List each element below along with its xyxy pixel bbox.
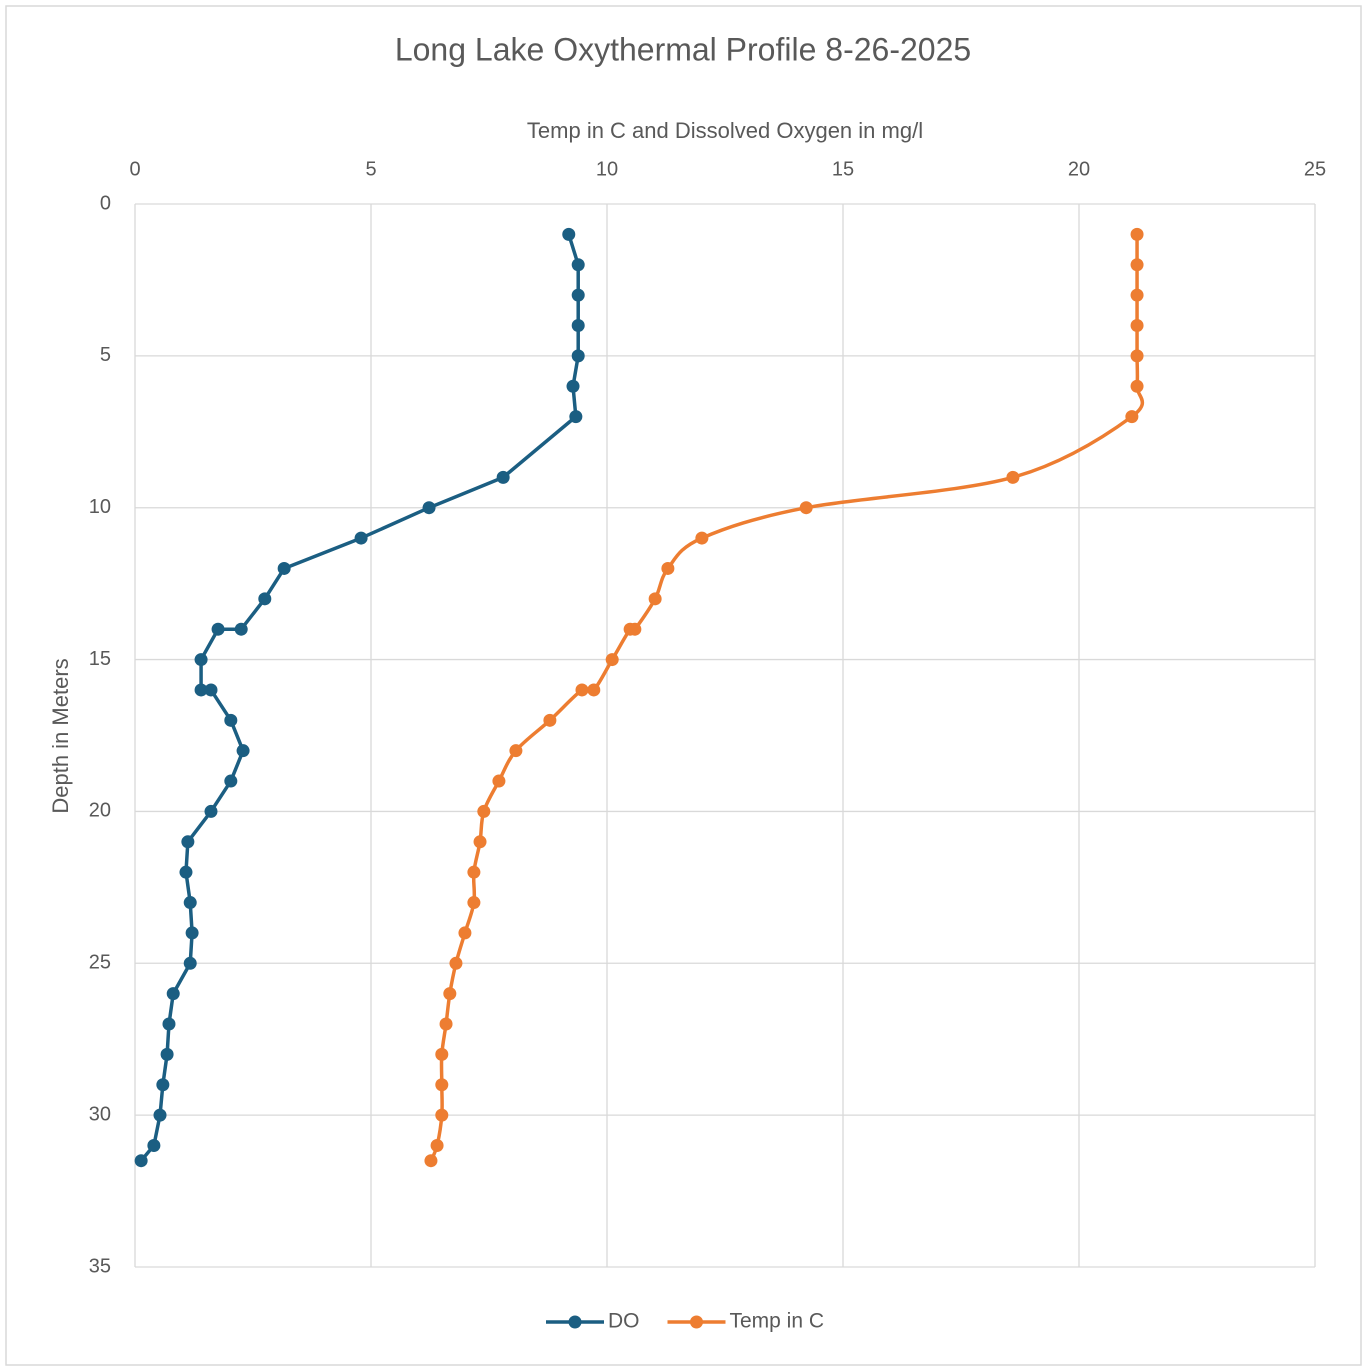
data-point — [575, 683, 589, 697]
legend-marker — [690, 1315, 703, 1329]
data-point — [439, 1017, 453, 1031]
data-point — [183, 896, 197, 910]
data-point — [587, 683, 601, 697]
data-point — [435, 1108, 449, 1122]
y-axis-title: Depth in Meters — [48, 658, 73, 813]
data-point — [166, 987, 180, 1001]
y-tick-label: 10 — [89, 496, 111, 518]
data-point — [569, 410, 583, 424]
data-point — [496, 470, 510, 484]
data-point — [181, 835, 195, 849]
data-point — [236, 744, 250, 758]
data-point — [1125, 410, 1139, 424]
data-point — [1130, 379, 1144, 393]
data-point — [477, 804, 491, 818]
data-point — [799, 501, 813, 515]
data-point — [449, 956, 463, 970]
x-axis-title: Temp in C and Dissolved Oxygen in mg/l — [527, 118, 923, 143]
data-point — [147, 1139, 161, 1153]
x-tick-label: 10 — [596, 158, 618, 180]
data-point — [623, 622, 637, 636]
data-point — [605, 653, 619, 667]
data-point — [648, 592, 662, 606]
data-point — [153, 1108, 167, 1122]
x-tick-label: 15 — [832, 158, 854, 180]
data-point — [277, 561, 291, 575]
data-point — [509, 744, 523, 758]
data-point — [473, 835, 487, 849]
data-point — [566, 379, 580, 393]
data-point — [1006, 470, 1020, 484]
data-point — [1130, 227, 1144, 241]
data-point — [492, 774, 506, 788]
data-point — [430, 1139, 444, 1153]
data-point — [424, 1154, 438, 1168]
data-point — [695, 531, 709, 545]
data-point — [422, 501, 436, 515]
data-point — [194, 683, 208, 697]
data-point — [571, 288, 585, 302]
x-tick-label: 5 — [365, 158, 376, 180]
y-tick-label: 35 — [89, 1255, 111, 1277]
data-point — [1130, 288, 1144, 302]
legend-marker — [568, 1315, 582, 1329]
chart-title: Long Lake Oxythermal Profile 8-26-2025 — [395, 31, 971, 67]
data-point — [1130, 318, 1144, 332]
data-point — [179, 865, 193, 879]
y-tick-label: 25 — [89, 952, 111, 974]
data-point — [204, 683, 218, 697]
data-point — [160, 1047, 174, 1061]
data-point — [258, 592, 272, 606]
data-point — [204, 804, 218, 818]
data-point — [224, 713, 238, 727]
data-point — [443, 987, 457, 1001]
data-point — [661, 561, 675, 575]
data-point — [571, 318, 585, 332]
data-point — [234, 622, 248, 636]
data-point — [467, 896, 481, 910]
data-point — [458, 926, 472, 940]
data-point — [185, 926, 199, 940]
data-point — [183, 956, 197, 970]
y-tick-label: 30 — [89, 1103, 111, 1125]
x-tick-label: 0 — [129, 158, 140, 180]
data-point — [571, 349, 585, 363]
data-point — [435, 1078, 449, 1092]
data-point — [571, 258, 585, 272]
y-tick-label: 20 — [89, 800, 111, 822]
data-point — [156, 1078, 170, 1092]
data-point — [134, 1154, 148, 1168]
y-tick-label: 15 — [89, 648, 111, 670]
data-point — [543, 713, 557, 727]
data-point — [211, 622, 225, 636]
x-tick-label: 25 — [1304, 158, 1326, 180]
data-point — [1130, 258, 1144, 272]
x-tick-label: 20 — [1068, 158, 1090, 180]
data-point — [562, 227, 576, 241]
y-tick-label: 0 — [100, 192, 111, 214]
legend-label: Temp in C — [730, 1310, 825, 1333]
data-point — [194, 653, 208, 667]
data-point — [354, 531, 368, 545]
legend-label: DO — [608, 1310, 640, 1333]
data-point — [162, 1017, 176, 1031]
data-point — [467, 865, 481, 879]
y-tick-label: 5 — [100, 344, 111, 366]
data-point — [435, 1047, 449, 1061]
data-point — [1130, 349, 1144, 363]
data-point — [224, 774, 238, 788]
